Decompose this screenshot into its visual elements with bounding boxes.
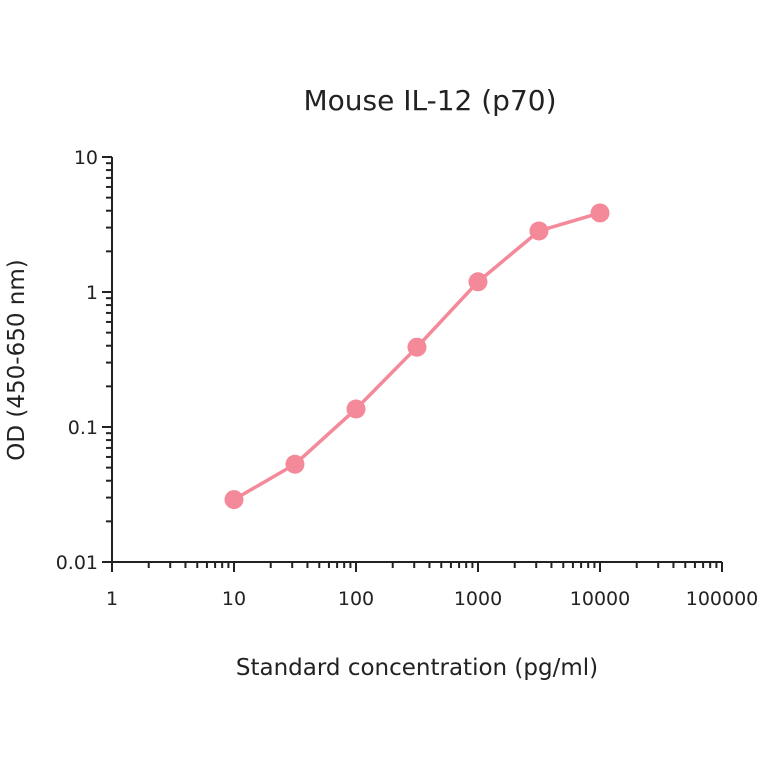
x-tick-label: 100000 — [686, 588, 759, 610]
data-point — [346, 399, 366, 419]
y-tick-label: 10 — [74, 147, 98, 169]
y-axis-label: OD (450-650 nm) — [4, 259, 30, 460]
x-tick-label: 10 — [222, 588, 246, 610]
data-point — [224, 490, 244, 510]
chart-title: Mouse IL-12 (p70) — [304, 84, 557, 117]
x-axis-label: Standard concentration (pg/ml) — [236, 655, 598, 681]
x-tick-label: 10000 — [570, 588, 630, 610]
tick-labels: 1 10 100 1000 10000 100000 0.01 0.1 1 10 — [56, 147, 759, 610]
data-point — [407, 337, 427, 357]
data-marks — [224, 203, 610, 510]
x-tick-label: 100 — [338, 588, 374, 610]
x-tick-label: 1 — [106, 588, 118, 610]
y-tick-label: 1 — [86, 282, 98, 304]
y-tick-label: 0.1 — [68, 417, 98, 439]
x-tick-label: 1000 — [454, 588, 502, 610]
data-point — [468, 272, 488, 292]
data-point — [529, 221, 549, 241]
data-point — [590, 203, 610, 223]
data-point — [285, 454, 305, 474]
axes — [102, 156, 723, 572]
y-tick-label: 0.01 — [56, 552, 98, 574]
